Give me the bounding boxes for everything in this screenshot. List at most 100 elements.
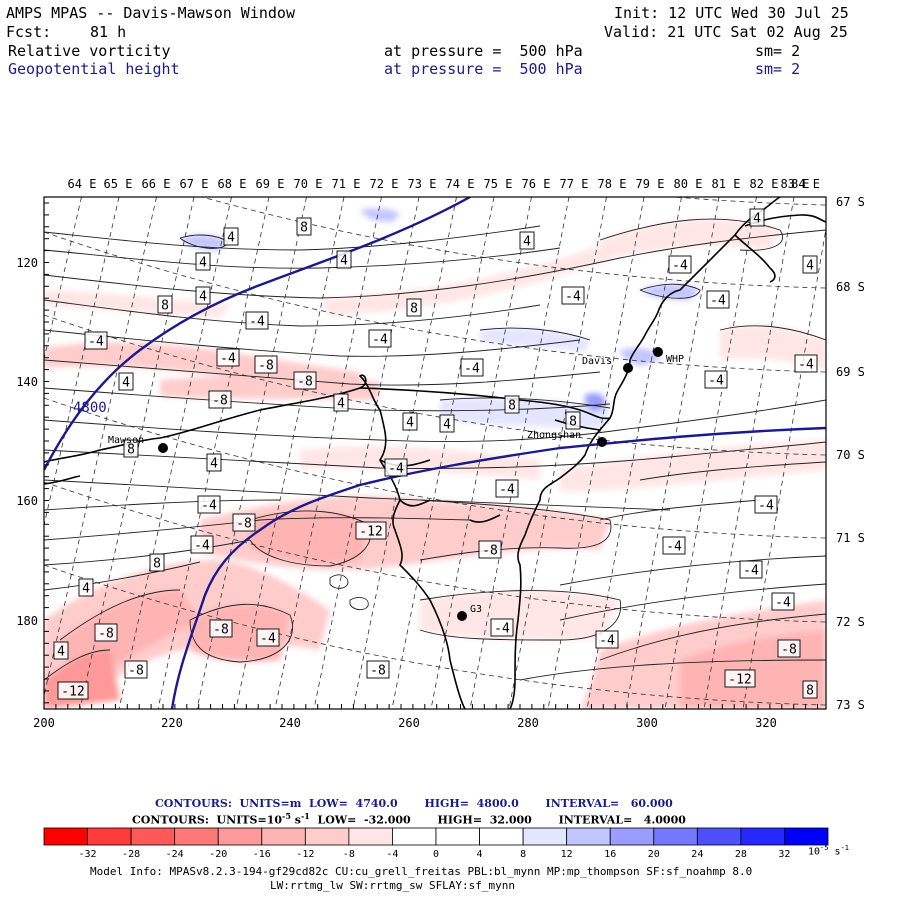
svg-text:8: 8 [127, 443, 135, 458]
colorbar-unit-exp2: -1 [840, 844, 849, 852]
colorbar-swatch [217, 827, 263, 846]
contour-label: -4 [256, 628, 280, 647]
meridian-line [430, 197, 532, 709]
svg-text:-4: -4 [775, 596, 791, 611]
y-tick-label: 160 [16, 494, 38, 508]
station-marker-whp [653, 347, 663, 357]
y-tick-label: 120 [16, 256, 38, 270]
colorbar-swatch [522, 827, 568, 846]
y-tick-label: 140 [16, 375, 38, 389]
contour-range: LOW= -32.000 HIGH= 32.000 INTERVAL= 4.00… [309, 813, 686, 827]
lon-label: 83 E [781, 177, 810, 191]
svg-text:-8: -8 [370, 664, 386, 679]
colorbar-swatch [653, 827, 698, 846]
svg-text:-12: -12 [359, 525, 382, 540]
contour-label: -8 [208, 390, 232, 409]
svg-text:-8: -8 [258, 359, 274, 374]
x-tick-label: 240 [279, 716, 301, 730]
lat-label: 72 S [836, 615, 865, 629]
station-marker-zhongshan [597, 437, 607, 447]
contour-label: 4 [206, 453, 222, 472]
lon-label: 75 E [484, 177, 513, 191]
svg-text:4: 4 [337, 397, 345, 412]
meridian-line [703, 197, 795, 709]
colorbar-label: 0 [433, 849, 439, 860]
contour-label: -4 [739, 560, 763, 579]
lon-label: 76 E [522, 177, 551, 191]
y-tick-label: 180 [16, 614, 38, 628]
contour-label: 4 [223, 227, 239, 246]
svg-text:-4: -4 [220, 352, 236, 367]
colorbar-label: -32 [79, 849, 97, 860]
svg-text:-4: -4 [194, 539, 210, 554]
svg-text:4: 4 [57, 645, 65, 660]
svg-text:-8: -8 [98, 627, 114, 642]
colorbar-swatch [609, 827, 655, 846]
vorticity-shading [44, 197, 826, 709]
chart-title: AMPS MPAS -- Davis-Mawson Window [6, 4, 295, 22]
svg-text:8: 8 [300, 221, 308, 236]
parallel-line [200, 197, 826, 289]
parallel-line [44, 481, 826, 623]
lon-label: 69 E [256, 177, 285, 191]
lon-label: 78 E [598, 177, 627, 191]
valid-time: Valid: 21 UTC Sat 02 Aug 25 [604, 23, 848, 41]
lon-label: 65 E [104, 177, 133, 191]
colorbar-swatch [87, 827, 132, 846]
contour-value-labels: 4 8 4 4 4 -4 4 4 4 8 -4 -4 8 -4 -4 -4 -4 -8 -8 4 -4 -4 -4 -8 4 8 4… [53, 208, 818, 700]
meridian-line [352, 197, 457, 709]
svg-text:4: 4 [199, 290, 207, 305]
station-marker-mawson [158, 443, 168, 453]
contour-label: 4 [195, 252, 211, 271]
model-info-line1: Model Info: MPASv8.2.3-194-gf29cd82c CU:… [90, 865, 753, 878]
contour-label: 4 [439, 414, 455, 433]
svg-text:4: 4 [210, 457, 218, 472]
parallel-line [44, 397, 826, 539]
meridian-line [664, 197, 757, 709]
meridian-line [508, 197, 607, 709]
colorbar-unit-base: 10 [808, 846, 821, 858]
svg-text:-4: -4 [372, 333, 388, 348]
colorbar-swatch [348, 827, 393, 846]
contour-label: -8 [209, 619, 233, 638]
contour-label: 4 [402, 412, 418, 431]
contour-label: 4 [195, 286, 211, 305]
lon-label: 84 E [791, 177, 820, 191]
contour-label: -4 [668, 255, 692, 274]
svg-text:-4: -4 [499, 483, 515, 498]
svg-text:-8: -8 [781, 643, 797, 658]
contour-label: 8 [123, 439, 139, 458]
contour-label: 8 [565, 411, 581, 430]
meridian-line [586, 197, 682, 709]
parallel-line [44, 231, 826, 373]
contour-label: -4 [197, 495, 221, 514]
colorbar-swatch [174, 827, 219, 846]
svg-text:4: 4 [753, 212, 761, 227]
stations: Davis WHP Mawson Zhongshan G3 [108, 347, 684, 621]
forecast-hour: 81 h [90, 23, 127, 41]
svg-text:-4: -4 [798, 358, 814, 373]
lon-label: 80 E [674, 177, 703, 191]
graticule [44, 197, 826, 709]
lon-label: 77 E [560, 177, 589, 191]
svg-text:8: 8 [569, 415, 577, 430]
station-label-davis: Davis [582, 356, 612, 367]
svg-text:-4: -4 [743, 564, 759, 579]
colorbar-swatch [392, 827, 437, 846]
forecast-label: Fcst: [6, 23, 52, 41]
contour-label: -4 [216, 348, 240, 367]
contour-label: 4 [78, 578, 94, 597]
station-label-zhongshan: Zhongshan [527, 430, 581, 441]
contour-label: -12 [355, 521, 387, 540]
svg-text:8: 8 [508, 399, 516, 414]
station-marker-davis [623, 363, 633, 373]
svg-text:-4: -4 [708, 374, 724, 389]
colorbar-label: -8 [343, 849, 355, 860]
model-info-line2: LW:rrtmg_lw SW:rrtmg_sw SFLAY:sf_mynn [270, 879, 516, 892]
svg-text:-4: -4 [88, 335, 104, 350]
meridian-line [547, 197, 645, 709]
lat-label: 70 S [836, 448, 865, 462]
colorbar-unit-s: s [828, 846, 841, 858]
svg-text:4: 4 [340, 254, 348, 269]
colorbar-swatch [304, 827, 350, 846]
